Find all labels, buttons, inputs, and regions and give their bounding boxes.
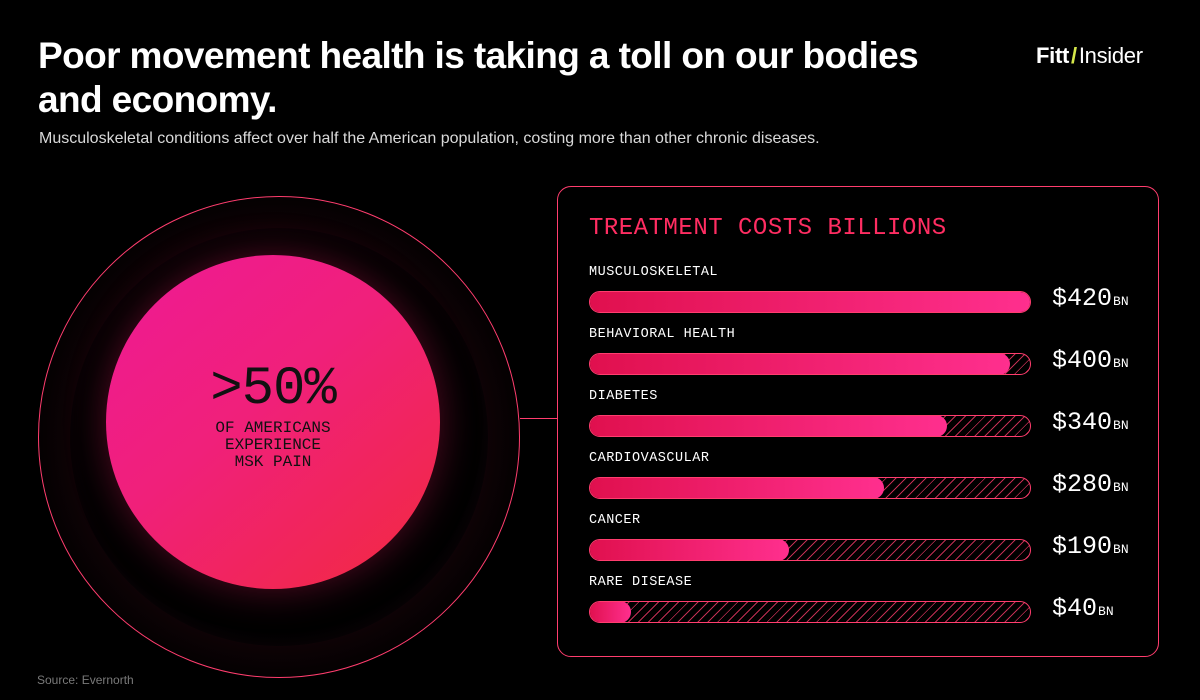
bar-value-label: $190BN <box>1052 532 1129 561</box>
bar-value-label: $40BN <box>1052 594 1114 623</box>
stat-value: >50% <box>210 359 337 420</box>
stat-circle <box>106 255 440 589</box>
bar-value-unit: BN <box>1113 480 1129 495</box>
bar <box>590 602 631 622</box>
bar-row: CARDIOVASCULAR $280BN <box>589 451 1134 501</box>
bar-label: RARE DISEASE <box>589 575 693 590</box>
page-subtitle: Musculoskeletal conditions affect over h… <box>39 130 820 147</box>
logo-word-fitt: Fitt <box>1036 43 1070 68</box>
bar-value-unit: BN <box>1113 356 1129 371</box>
bar <box>590 540 789 560</box>
bar-label: BEHAVIORAL HEALTH <box>589 327 736 342</box>
bar-value: $340 <box>1052 408 1113 437</box>
logo-word-insider: Insider <box>1078 43 1143 68</box>
bar-row: RARE DISEASE $40BN <box>589 575 1134 625</box>
source-note: Source: Evernorth <box>37 673 134 687</box>
bar-value-unit: BN <box>1113 418 1129 433</box>
bar-value-label: $400BN <box>1052 346 1129 375</box>
bar-label: DIABETES <box>589 389 658 404</box>
fitt-insider-logo: Fitt/Insider <box>1036 43 1143 69</box>
bar <box>590 478 884 498</box>
bar-track <box>589 353 1031 375</box>
bar-row: BEHAVIORAL HEALTH $400BN <box>589 327 1134 377</box>
bar-value-unit: BN <box>1113 294 1129 309</box>
chart-title: TREATMENT COSTS BILLIONS <box>589 215 947 242</box>
bar <box>590 292 1030 312</box>
bar-value: $40 <box>1052 594 1098 623</box>
stat-label: OF AMERICANS EXPERIENCE MSK PAIN <box>215 419 331 471</box>
connector-line <box>520 418 557 419</box>
bar-value: $280 <box>1052 470 1113 499</box>
bar-row: DIABETES $340BN <box>589 389 1134 439</box>
bar-track <box>589 539 1031 561</box>
bar-label: MUSCULOSKELETAL <box>589 265 719 280</box>
bar-value: $190 <box>1052 532 1113 561</box>
bar-value: $400 <box>1052 346 1113 375</box>
bar-track <box>589 477 1031 499</box>
bar-track <box>589 601 1031 623</box>
logo-slash: / <box>1071 43 1077 68</box>
bar-value-label: $280BN <box>1052 470 1129 499</box>
bar <box>590 354 1010 374</box>
bar-track <box>589 415 1031 437</box>
bar-value: $420 <box>1052 284 1113 313</box>
bar-label: CANCER <box>589 513 641 528</box>
bar-value-label: $420BN <box>1052 284 1129 313</box>
bar-row: CANCER $190BN <box>589 513 1134 563</box>
bar <box>590 416 947 436</box>
bar-value-unit: BN <box>1098 604 1114 619</box>
bar-value-unit: BN <box>1113 542 1129 557</box>
page-title: Poor movement health is taking a toll on… <box>38 35 919 120</box>
bar-label: CARDIOVASCULAR <box>589 451 710 466</box>
bar-row: MUSCULOSKELETAL $420BN <box>589 265 1134 315</box>
treatment-costs-panel: TREATMENT COSTS BILLIONS MUSCULOSKELETAL… <box>557 186 1159 657</box>
bar-value-label: $340BN <box>1052 408 1129 437</box>
bar-track <box>589 291 1031 313</box>
